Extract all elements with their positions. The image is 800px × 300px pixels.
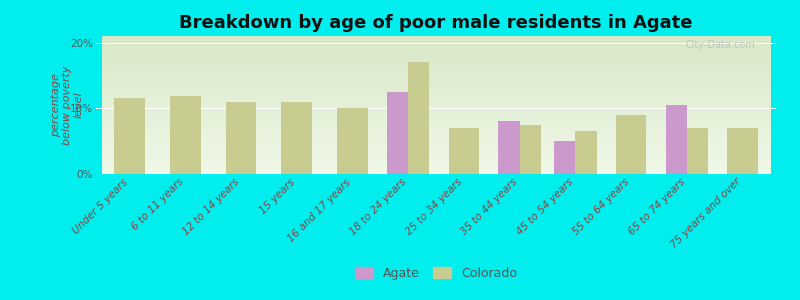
Y-axis label: percentage
below poverty
level: percentage below poverty level (51, 65, 84, 145)
Bar (449, 128, 479, 174)
Bar (226, 102, 256, 174)
Title: Breakdown by age of poor male residents in Agate: Breakdown by age of poor male residents … (179, 14, 693, 32)
Bar (282, 102, 312, 174)
Text: City-Data.com: City-Data.com (686, 40, 755, 50)
Bar (337, 108, 368, 174)
Bar (408, 62, 430, 174)
Bar (387, 92, 408, 174)
Bar (727, 128, 758, 174)
Legend: Agate, Colorado: Agate, Colorado (348, 260, 524, 286)
Bar (170, 97, 201, 174)
Bar (666, 105, 687, 174)
Bar (520, 125, 541, 174)
Bar (575, 131, 597, 174)
Bar (114, 98, 145, 174)
Bar (554, 141, 575, 174)
Bar (616, 115, 646, 174)
Bar (687, 128, 708, 174)
Bar (498, 122, 520, 174)
